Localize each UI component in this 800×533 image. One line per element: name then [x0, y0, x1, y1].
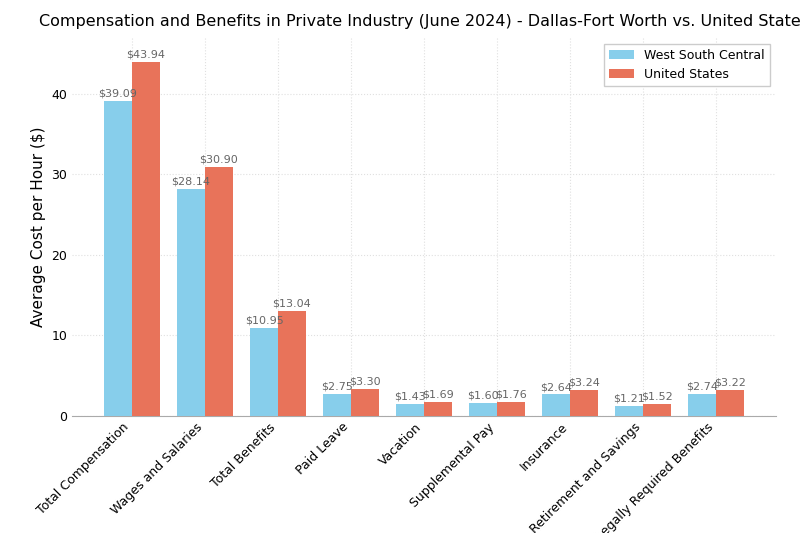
- Text: $3.30: $3.30: [349, 377, 381, 387]
- Bar: [205, 167, 233, 416]
- Text: $28.14: $28.14: [171, 177, 210, 187]
- Bar: [323, 393, 351, 416]
- Bar: [424, 402, 452, 416]
- Text: $3.24: $3.24: [568, 377, 600, 387]
- Legend: West South Central, United States: West South Central, United States: [604, 44, 770, 86]
- Bar: [396, 404, 424, 416]
- Bar: [278, 311, 306, 416]
- Text: $3.22: $3.22: [714, 377, 746, 387]
- Bar: [132, 62, 159, 416]
- Title: Compensation and Benefits in Private Industry (June 2024) - Dallas-Fort Worth vs: Compensation and Benefits in Private Ind…: [39, 14, 800, 29]
- Bar: [716, 390, 744, 416]
- Bar: [643, 403, 671, 416]
- Text: $2.75: $2.75: [321, 381, 353, 391]
- Bar: [104, 101, 132, 416]
- Bar: [615, 406, 643, 416]
- Text: $2.74: $2.74: [686, 381, 718, 391]
- Text: $13.04: $13.04: [272, 298, 311, 308]
- Text: $43.94: $43.94: [126, 50, 165, 60]
- Text: $1.60: $1.60: [467, 391, 499, 400]
- Text: $39.09: $39.09: [98, 88, 138, 99]
- Text: $30.90: $30.90: [199, 155, 238, 165]
- Bar: [689, 394, 716, 416]
- Bar: [250, 328, 278, 416]
- Text: $10.95: $10.95: [245, 315, 283, 325]
- Bar: [497, 401, 525, 416]
- Text: $1.52: $1.52: [641, 391, 673, 401]
- Bar: [570, 390, 598, 416]
- Text: $2.64: $2.64: [540, 382, 572, 392]
- Y-axis label: Average Cost per Hour ($): Average Cost per Hour ($): [30, 126, 46, 327]
- Text: $1.21: $1.21: [614, 393, 645, 403]
- Bar: [470, 403, 497, 416]
- Bar: [542, 394, 570, 416]
- Bar: [177, 189, 205, 416]
- Text: $1.76: $1.76: [495, 389, 527, 399]
- Bar: [351, 389, 378, 416]
- Text: $1.69: $1.69: [422, 390, 454, 400]
- Text: $1.43: $1.43: [394, 392, 426, 402]
